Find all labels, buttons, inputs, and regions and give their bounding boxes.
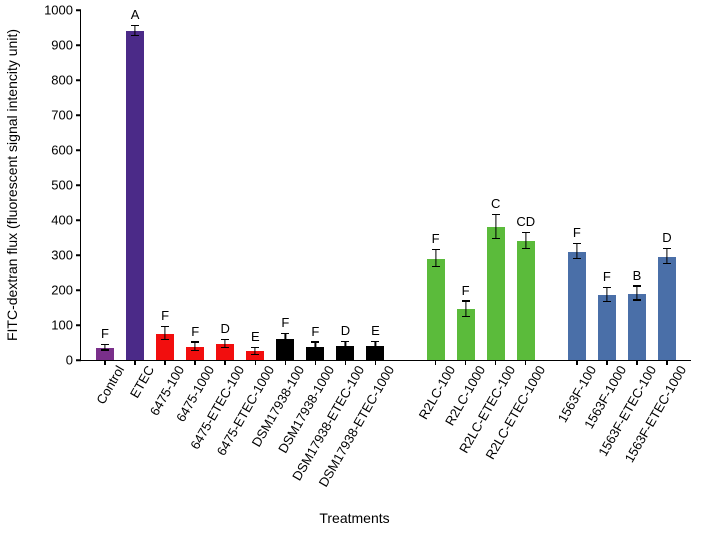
significance-letter: F [161, 308, 169, 323]
error-cap [281, 333, 289, 334]
error-cap [341, 349, 349, 350]
error-cap [221, 339, 229, 340]
significance-letter: C [491, 196, 500, 211]
error-cap [281, 343, 289, 344]
significance-letter: F [281, 315, 289, 330]
error-cap [603, 287, 611, 288]
x-tick-label: Control [88, 360, 127, 407]
error-cap [462, 300, 470, 301]
error-cap [462, 316, 470, 317]
bar [427, 259, 445, 361]
error-cap [633, 285, 641, 286]
error-cap [432, 266, 440, 267]
y-tick-mark [76, 184, 81, 186]
error-cap [573, 258, 581, 259]
bar [658, 257, 676, 360]
y-tick-label: 500 [31, 178, 73, 193]
bar [487, 227, 505, 360]
significance-letter: E [371, 323, 380, 338]
significance-letter: F [462, 283, 470, 298]
significance-letter: F [191, 324, 199, 339]
significance-letter: F [573, 225, 581, 240]
y-tick-mark [76, 324, 81, 326]
significance-letter: CD [516, 214, 535, 229]
bar [628, 294, 646, 361]
y-tick-mark [76, 9, 81, 11]
bar [568, 252, 586, 361]
y-tick-label: 600 [31, 143, 73, 158]
error-cap [131, 35, 139, 36]
significance-letter: F [311, 324, 319, 339]
error-cap [603, 301, 611, 302]
error-cap [573, 243, 581, 244]
significance-letter: E [251, 329, 260, 344]
significance-letter: D [221, 321, 230, 336]
y-tick-mark [76, 149, 81, 151]
error-cap [101, 344, 109, 345]
y-axis-label: FITC-dextran flux (fluorescent signal in… [4, 29, 20, 341]
error-cap [191, 350, 199, 351]
error-bar [435, 250, 436, 268]
y-tick-mark [76, 289, 81, 291]
error-bar [495, 215, 496, 240]
error-cap [522, 248, 530, 249]
error-cap [101, 349, 109, 350]
y-tick-mark [76, 44, 81, 46]
error-cap [251, 347, 259, 348]
bars-layer: F A F F D E F F D E F F C CD F F B D [81, 10, 691, 360]
error-cap [251, 354, 259, 355]
error-cap [311, 341, 319, 342]
y-tick-label: 800 [31, 73, 73, 88]
significance-letter: F [101, 326, 109, 341]
significance-letter: A [131, 7, 140, 22]
error-bar [465, 302, 466, 317]
y-tick-mark [76, 254, 81, 256]
y-tick-label: 700 [31, 108, 73, 123]
chart-container: FITC-dextran flux (fluorescent signal in… [0, 0, 709, 534]
error-bar [576, 244, 577, 259]
y-tick-label: 300 [31, 248, 73, 263]
error-cap [663, 263, 671, 264]
y-tick-mark [76, 114, 81, 116]
error-cap [492, 238, 500, 239]
error-cap [633, 299, 641, 300]
error-cap [341, 341, 349, 342]
error-cap [371, 341, 379, 342]
error-cap [371, 349, 379, 350]
y-tick-label: 400 [31, 213, 73, 228]
error-cap [221, 347, 229, 348]
y-tick-label: 100 [31, 318, 73, 333]
bar [126, 31, 144, 360]
bar [517, 241, 535, 360]
x-axis-label: Treatments [319, 510, 389, 526]
significance-letter: D [662, 230, 671, 245]
error-cap [663, 248, 671, 249]
significance-letter: F [432, 231, 440, 246]
error-cap [522, 232, 530, 233]
error-cap [161, 339, 169, 340]
significance-letter: F [603, 269, 611, 284]
significance-letter: B [633, 268, 642, 283]
significance-letter: D [341, 323, 350, 338]
y-tick-label: 900 [31, 38, 73, 53]
y-tick-mark [76, 219, 81, 221]
bar [598, 295, 616, 360]
error-cap [432, 249, 440, 250]
error-cap [492, 214, 500, 215]
error-cap [191, 341, 199, 342]
error-cap [161, 326, 169, 327]
y-tick-mark [76, 359, 81, 361]
y-tick-label: 1000 [31, 3, 73, 18]
error-bar [525, 233, 526, 248]
error-cap [311, 350, 319, 351]
y-tick-label: 0 [31, 353, 73, 368]
y-tick-label: 200 [31, 283, 73, 298]
error-cap [131, 25, 139, 26]
y-tick-mark [76, 79, 81, 81]
error-bar [666, 249, 667, 264]
plot-area: FAFFDEFFDEFFCCDFFBD 01002003004005006007… [80, 10, 691, 361]
